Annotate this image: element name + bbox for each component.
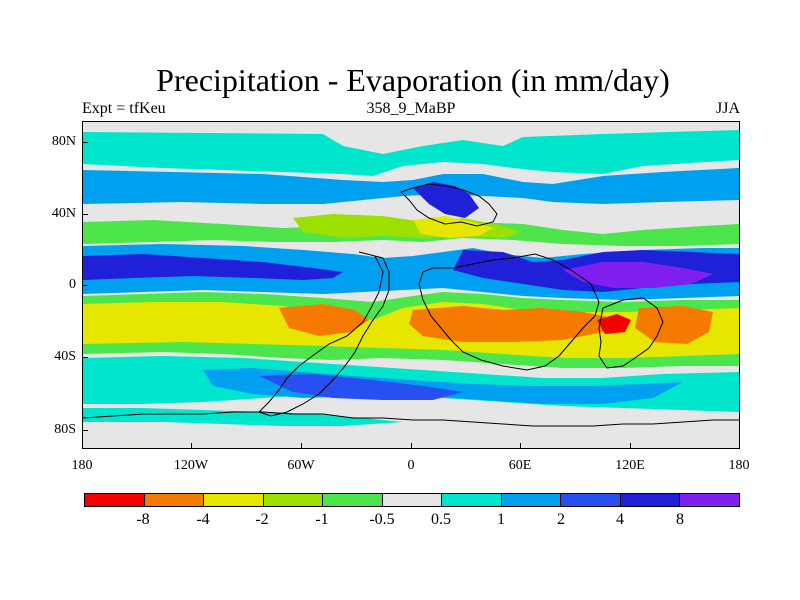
lon-label-60w: 60W bbox=[287, 458, 315, 473]
continent-outline-east bbox=[418, 253, 600, 371]
lat-label-40n: 40N bbox=[51, 206, 76, 221]
lon-label-120e: 120E bbox=[615, 458, 645, 473]
south-pacific-red bbox=[597, 314, 631, 334]
south-west-orange bbox=[635, 306, 713, 344]
south-indian-orange bbox=[409, 306, 613, 342]
colorbar-box bbox=[680, 494, 740, 506]
southern-ocean-dark-blue bbox=[259, 374, 463, 400]
lon-label-120w: 120W bbox=[173, 458, 209, 473]
lat-tick-40s bbox=[82, 357, 88, 358]
colorbar-label: -0.5 bbox=[369, 511, 395, 528]
colorbar-box bbox=[561, 494, 621, 506]
lon-label-180e: 180 bbox=[728, 458, 750, 473]
lon-label-180w: 180 bbox=[71, 458, 93, 473]
lon-label-60e: 60E bbox=[508, 458, 532, 473]
continent-outline-west bbox=[258, 251, 390, 417]
lon-tick-120e bbox=[630, 443, 631, 449]
colorbar-box bbox=[382, 494, 443, 506]
time-label: 358_9_MaBP bbox=[366, 100, 456, 117]
colorbar-box bbox=[144, 494, 205, 506]
colorbar-label: 4 bbox=[616, 511, 624, 528]
lon-tick-120w bbox=[191, 443, 192, 449]
colorbar-box bbox=[323, 494, 383, 506]
antarctic-coast-outline bbox=[83, 411, 739, 427]
lat-tick-80s bbox=[82, 430, 88, 431]
colorbar-box bbox=[85, 494, 145, 506]
colorbar-box bbox=[263, 494, 324, 506]
colorbar-box bbox=[620, 494, 681, 506]
lat-tick-0 bbox=[82, 285, 88, 286]
lon-label-0: 0 bbox=[407, 458, 415, 473]
itcz-dark-blue-band bbox=[83, 254, 343, 280]
map-frame bbox=[82, 121, 740, 449]
lat-label-40s: 40S bbox=[54, 349, 76, 364]
north-polar-cyan-band bbox=[83, 130, 739, 176]
lon-tick-60w bbox=[301, 443, 302, 449]
colorbar-label: -1 bbox=[315, 511, 329, 528]
lon-tick-60e bbox=[520, 443, 521, 449]
lat-label-80s: 80S bbox=[54, 422, 76, 437]
lon-tick-180e bbox=[739, 443, 740, 449]
lat-tick-80n bbox=[82, 142, 88, 143]
lat-label-0: 0 bbox=[69, 277, 76, 292]
colorbar-box bbox=[204, 494, 264, 506]
map-title: Precipitation - Evaporation (in mm/day) bbox=[156, 62, 670, 98]
lat-label-80n: 80N bbox=[51, 134, 76, 149]
antarctic-cyan-margin bbox=[83, 408, 403, 426]
continent-outline-southeast bbox=[598, 297, 664, 369]
north-midlatitude-blue-band bbox=[83, 168, 739, 204]
colorbar-label: -2 bbox=[255, 511, 269, 528]
colorbar-box bbox=[501, 494, 562, 506]
colorbar-box bbox=[442, 494, 502, 506]
asian-monsoon-violet bbox=[563, 262, 713, 288]
north-atlantic-dark-blue bbox=[413, 182, 479, 218]
lon-tick-0 bbox=[411, 443, 412, 449]
south-pacific-orange bbox=[279, 304, 369, 336]
colorbar-label: 0.5 bbox=[431, 511, 451, 528]
colorbar bbox=[84, 493, 740, 507]
lon-tick-180w bbox=[82, 443, 83, 449]
continent-outline-north bbox=[400, 183, 498, 227]
colorbar-label: 8 bbox=[676, 511, 684, 528]
colorbar-label: -4 bbox=[196, 511, 210, 528]
colorbar-label: -8 bbox=[136, 511, 150, 528]
lat-tick-40n bbox=[82, 214, 88, 215]
colorbar-label: 1 bbox=[497, 511, 505, 528]
experiment-label: Expt = tfKeu bbox=[82, 100, 166, 117]
colorbar-label: 2 bbox=[557, 511, 565, 528]
season-label: JJA bbox=[715, 100, 740, 117]
precip-evap-map bbox=[83, 122, 739, 448]
north-africa-yellow bbox=[413, 216, 493, 238]
